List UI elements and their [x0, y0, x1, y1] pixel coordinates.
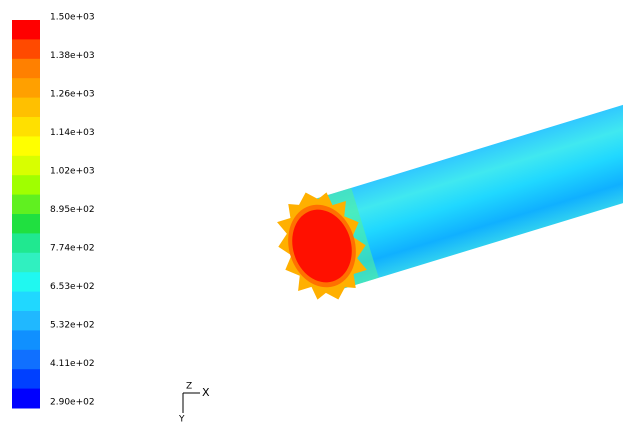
tube-cap-core	[292, 209, 352, 283]
tube-body	[308, 95, 623, 291]
z-axis-label: Z	[186, 382, 192, 392]
colorbar-label: 8.95e+02	[50, 205, 95, 215]
colorbar: 1.50e+03 1.38e+03 1.26e+03 1.14e+03 1.02e+03…	[12, 13, 95, 409]
colorbar-label: 1.02e+03	[50, 167, 95, 177]
colorbar-band	[12, 369, 40, 390]
colorbar-label: 7.74e+02	[50, 244, 95, 254]
colorbar-band	[12, 194, 40, 215]
colorbar-label: 1.26e+03	[50, 90, 95, 100]
colorbar-band	[12, 97, 40, 118]
colorbar-band	[12, 58, 40, 79]
colorbar-band	[12, 349, 40, 370]
colorbar-band	[12, 136, 40, 157]
colorbar-band	[12, 233, 40, 254]
colorbar-label: 2.90e+02	[50, 398, 95, 408]
colorbar-label: 6.53e+02	[50, 282, 95, 292]
tube	[277, 95, 623, 300]
colorbar-band	[12, 175, 40, 196]
colorbar-band	[12, 311, 40, 331]
colorbar-band	[12, 117, 40, 137]
colorbar-band	[12, 388, 40, 409]
colorbar-band	[12, 78, 40, 99]
colorbar-band	[12, 39, 40, 60]
colorbar-label: 4.11e+02	[50, 359, 95, 369]
colorbar-label: 1.14e+03	[50, 128, 95, 138]
axis-triad: Z X Y	[178, 382, 210, 425]
x-axis-label: X	[202, 386, 210, 399]
colorbar-band	[12, 291, 40, 312]
colorbar-band	[12, 330, 40, 351]
colorbar-band	[12, 20, 40, 40]
colorbar-label: 1.38e+03	[50, 51, 95, 61]
y-axis-label: Y	[178, 415, 185, 425]
colorbar-band	[12, 214, 40, 234]
colorbar-label: 5.32e+02	[50, 321, 95, 331]
colorbar-label: 1.50e+03	[50, 13, 95, 23]
colorbar-band	[12, 252, 40, 273]
colorbar-band	[12, 155, 40, 176]
colorbar-band	[12, 272, 40, 293]
